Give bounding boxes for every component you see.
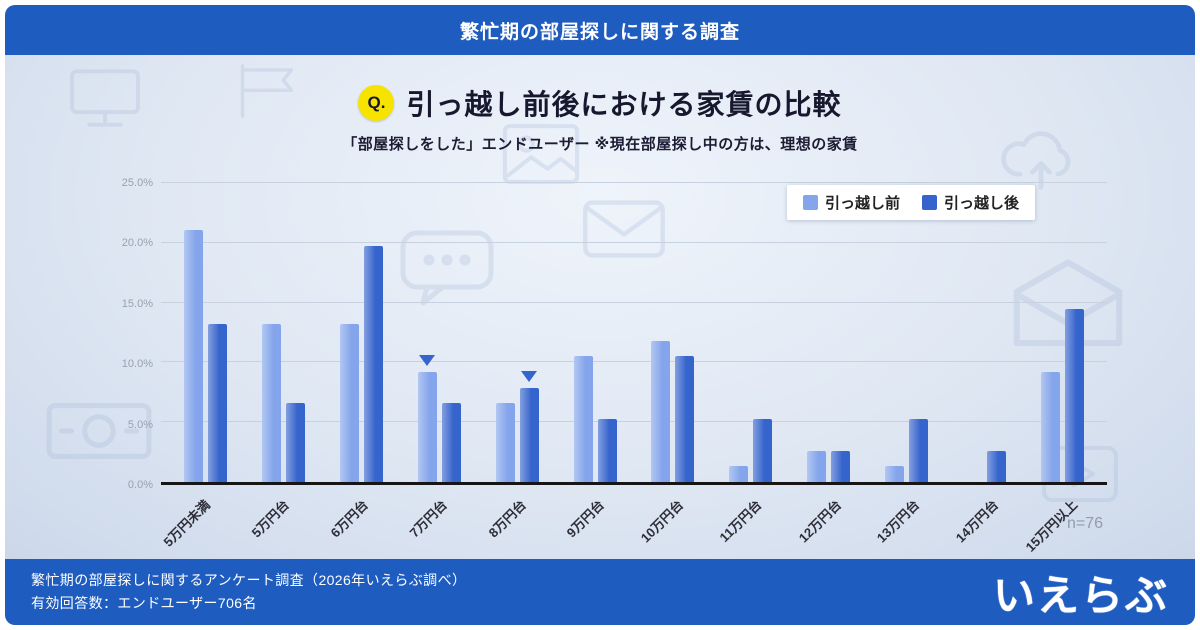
x-axis-label: 11万円台 xyxy=(717,497,765,546)
x-axis-cell: 11万円台 xyxy=(713,485,792,559)
survey-title: 繁忙期の部屋探しに関する調査 xyxy=(459,21,740,43)
ierabu-logo: いえらぶ xyxy=(992,570,1169,620)
gridline xyxy=(161,301,1107,303)
legend: 引っ越し前 引っ越し後 xyxy=(786,185,1035,220)
bar-group xyxy=(184,183,228,482)
bar-引っ越し前-13万円台 xyxy=(884,466,904,482)
chart-section: Q. 引っ越し前後における家賃の比較 「部屋探しをした」エンドユーザー ※現在部… xyxy=(5,55,1195,559)
legend-swatch xyxy=(802,195,818,210)
legend-label: 引っ越し前 xyxy=(824,195,900,212)
x-axis-cell: 14万円台 xyxy=(949,485,1028,559)
bar-group xyxy=(417,183,461,482)
x-axis-labels: 5万円未満 5万円台 6万円台 7万円台 8万円台 9万円台 10万円台 11万円台 12万円台… xyxy=(161,485,1107,559)
chart-header: Q. 引っ越し前後における家賃の比較 「部屋探しをした」エンドユーザー ※現在部… xyxy=(5,55,1195,154)
x-axis-label: 10万円台 xyxy=(637,497,687,546)
x-axis-label: 12万円台 xyxy=(795,497,844,546)
x-axis-cell: 7万円台 xyxy=(397,485,476,559)
bar-group xyxy=(495,183,539,482)
y-tick-label: 25.0% xyxy=(121,177,153,189)
y-tick-label: 10.0% xyxy=(121,358,153,371)
y-axis: 25.0% 20.0% 15.0% 10.0% 5.0% 0.0% xyxy=(115,177,161,491)
footer-text: 繁忙期の部屋探しに関するアンケート調査（2026年いえらぶ調べ） 有効回答数：エ… xyxy=(31,569,466,615)
bar-引っ越し後-8万円台 xyxy=(519,370,539,482)
triangle-marker-icon xyxy=(419,354,436,366)
bar-group xyxy=(340,183,384,482)
bar-group xyxy=(807,183,851,482)
bar-引っ越し前-9万円台 xyxy=(573,356,593,482)
x-axis-label: 7万円台 xyxy=(406,497,450,541)
gridline xyxy=(161,361,1107,363)
bar-group xyxy=(729,183,773,482)
header-bar: 繁忙期の部屋探しに関する調査 xyxy=(5,5,1195,55)
bar-引っ越し前-15万円以上 xyxy=(1040,371,1060,482)
gridline xyxy=(161,182,1107,183)
chart-title: 引っ越し前後における家賃の比較 xyxy=(406,89,842,120)
bar-group xyxy=(651,183,695,482)
bar-引っ越し後-5万円台 xyxy=(286,403,306,482)
x-axis-cell: 12万円台 xyxy=(792,485,871,559)
sample-size-note: n=76 xyxy=(1066,515,1103,532)
bar-引っ越し前-12万円台 xyxy=(807,450,827,482)
bar-引っ越し前-5万円台 xyxy=(262,324,282,482)
gridline xyxy=(161,241,1107,243)
bar-引っ越し後-5万円未満 xyxy=(208,324,228,482)
gridline xyxy=(161,421,1107,423)
bar-引っ越し後-7万円台 xyxy=(441,403,461,482)
legend-label: 引っ越し後 xyxy=(943,195,1019,212)
bar-group xyxy=(262,183,306,482)
x-axis-cell: 5万円未満 xyxy=(161,485,240,559)
x-axis-label: 14万円台 xyxy=(953,497,1002,546)
bar-引っ越し後-15万円以上 xyxy=(1064,308,1084,482)
chart-subtitle: 「部屋探しをした」エンドユーザー ※現在部屋探し中の方は、理想の家賃 xyxy=(342,136,858,153)
bar-引っ越し前-10万円台 xyxy=(651,340,671,482)
bar-引っ越し後-12万円台 xyxy=(831,450,851,482)
bar-引っ越し前-8万円台 xyxy=(495,403,515,482)
legend-item: 引っ越し前 xyxy=(802,192,900,213)
legend-item: 引っ越し後 xyxy=(921,192,1019,213)
y-tick-label: 0.0% xyxy=(127,479,153,491)
x-axis-label: 6万円台 xyxy=(327,497,371,541)
footer-line2: 有効回答数：エンドユーザー706名 xyxy=(31,595,257,611)
bar-引っ越し前-11万円台 xyxy=(729,466,749,482)
bar-group xyxy=(884,183,928,482)
bar-引っ越し後-14万円台 xyxy=(986,450,1006,482)
bar-引っ越し後-11万円台 xyxy=(753,418,773,482)
plot-area xyxy=(161,182,1107,485)
footer-line1: 繁忙期の部屋探しに関するアンケート調査（2026年いえらぶ調べ） xyxy=(31,571,467,588)
y-tick-label: 15.0% xyxy=(121,297,153,310)
legend-swatch xyxy=(921,195,937,210)
x-axis-cell: 8万円台 xyxy=(476,485,555,559)
bar-引っ越し後-10万円台 xyxy=(675,356,695,482)
x-axis-label: 8万円台 xyxy=(485,497,529,541)
frame: 繁忙期の部屋探しに関する調査 xyxy=(5,5,1195,625)
x-axis-label: 9万円台 xyxy=(563,497,608,541)
bar-引っ越し前-6万円台 xyxy=(340,324,360,482)
x-axis-cell: 5万円台 xyxy=(240,485,319,559)
bar-引っ越し前-5万円未満 xyxy=(184,229,204,482)
footer-bar: 繁忙期の部屋探しに関するアンケート調査（2026年いえらぶ調べ） 有効回答数：エ… xyxy=(5,559,1195,625)
bar-引っ越し後-9万円台 xyxy=(597,418,617,482)
x-axis-cell: 10万円台 xyxy=(634,485,713,559)
x-axis-label: 5万円台 xyxy=(248,497,292,541)
bar-chart: 25.0% 20.0% 15.0% 10.0% 5.0% 0.0% 5万円未満 5万円台 6万… xyxy=(115,177,1107,559)
x-axis-cell: 13万円台 xyxy=(870,485,949,559)
question-badge: Q. xyxy=(358,85,395,121)
bar-引っ越し後-13万円台 xyxy=(908,418,928,482)
bar-group xyxy=(963,183,1006,482)
bar-引っ越し前-7万円台 xyxy=(417,354,437,482)
bar-引っ越し後-6万円台 xyxy=(364,246,384,482)
bar-group xyxy=(1040,183,1084,482)
x-axis-cell: 9万円台 xyxy=(555,485,634,559)
triangle-marker-icon xyxy=(521,370,538,382)
y-tick-label: 20.0% xyxy=(121,237,153,250)
x-axis-label: 5万円未満 xyxy=(160,497,214,550)
x-axis-label: 13万円台 xyxy=(874,497,923,546)
x-axis-cell: 6万円台 xyxy=(319,485,398,559)
y-tick-label: 5.0% xyxy=(127,418,153,431)
bar-group xyxy=(573,183,617,482)
